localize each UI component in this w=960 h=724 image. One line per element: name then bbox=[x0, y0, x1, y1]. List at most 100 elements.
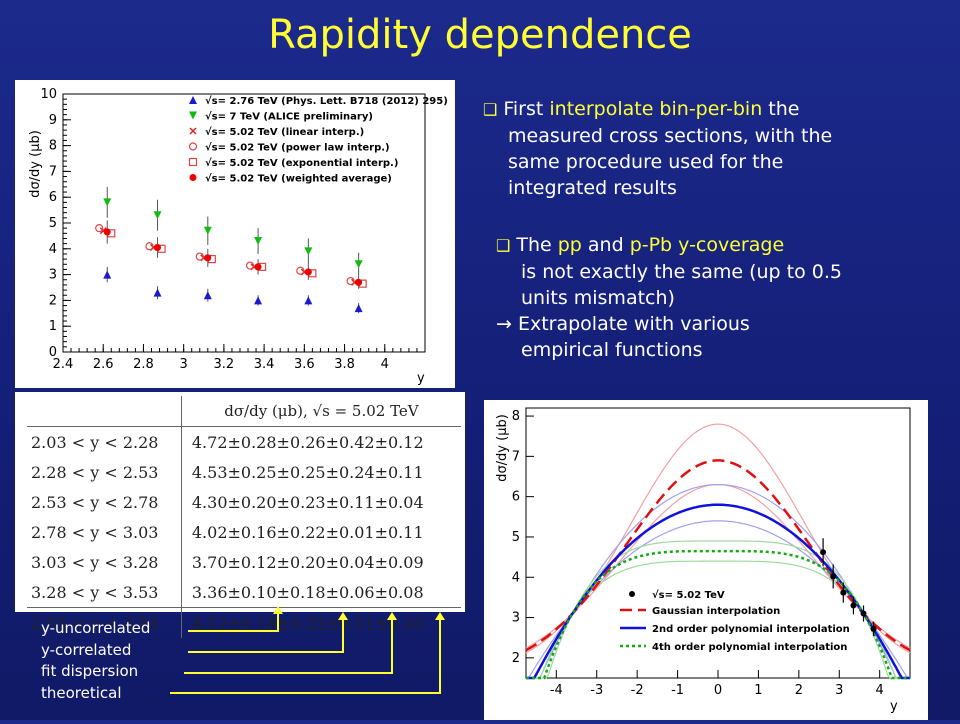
legend-entry: √s= 5.02 TeV (power law interp.) bbox=[205, 142, 390, 154]
y-tick-label: 0 bbox=[49, 345, 57, 360]
filled-circle-marker bbox=[189, 174, 197, 181]
x-tick-label: 0 bbox=[714, 683, 722, 698]
data-point bbox=[860, 610, 867, 617]
y-tick-label: 8 bbox=[512, 409, 520, 424]
bullet1-line3: same procedure used for the bbox=[508, 151, 784, 173]
bullet2-line3: units mismatch) bbox=[521, 287, 675, 309]
x-tick-label: 3 bbox=[835, 683, 843, 698]
triangle-up-marker bbox=[203, 291, 212, 300]
band-curve bbox=[525, 423, 911, 654]
y-axis-label: dσ/dy (μb) bbox=[28, 130, 43, 198]
y-tick-label: 1 bbox=[49, 319, 57, 334]
x-axis-label: y bbox=[417, 371, 425, 386]
triangle-up-marker bbox=[189, 96, 197, 104]
filled-circle-marker bbox=[154, 244, 162, 252]
bullet1-text-post: the bbox=[762, 98, 800, 120]
open-circle-marker bbox=[188, 142, 198, 151]
right-arrow-icon: → bbox=[496, 313, 512, 335]
cross-section-value-cell: 4.02±0.16±0.22±0.01±0.11 bbox=[180, 517, 461, 547]
legend: √s= 2.76 TeV (Phys. Lett. B718 (2012) 29… bbox=[188, 95, 448, 185]
filled-circle-marker bbox=[204, 254, 212, 262]
table-row: 3.28 < y < 3.53 3.36±0.10±0.18±0.06±0.08 bbox=[27, 577, 461, 608]
series-triangle-up bbox=[103, 266, 363, 314]
y-tick-label: 4 bbox=[512, 570, 520, 585]
x-tick-label: 4 bbox=[381, 357, 389, 372]
cross-stroke bbox=[99, 227, 107, 235]
legend-entry: √s= 5.02 TeV (weighted average) bbox=[205, 173, 392, 185]
x-tick-label: 2.4 bbox=[53, 357, 74, 372]
cross-section-table: dσ/dy (μb), √s = 5.02 TeV 2.03 < y < 2.2… bbox=[27, 396, 461, 638]
label-theoretical: theoretical bbox=[41, 683, 122, 702]
series-cross bbox=[99, 227, 359, 286]
x-tick-label: 1 bbox=[754, 683, 762, 698]
x-tick-label: 4 bbox=[876, 683, 884, 698]
x-tick-label: -1 bbox=[671, 683, 684, 698]
extrapolation-chart: -4 -3 -2 -1 0 1 2 3 4 2 3 4 5 6 7 8 y dσ/dy (μb) √s= 5.02 … bbox=[495, 407, 911, 714]
data-point bbox=[870, 625, 877, 632]
rapidity-range-cell: 2.03 < y < 2.28 bbox=[31, 432, 159, 452]
rapidity-range-cell: 2.28 < y < 2.53 bbox=[31, 462, 159, 482]
open-circle-marker bbox=[245, 261, 255, 270]
legend-entry: √s= 7 TeV (ALICE preliminary) bbox=[205, 111, 373, 123]
triangle-down-marker bbox=[354, 260, 363, 269]
cross-section-value-cell: 4.12±0.18±0.23±0.11±0.10 bbox=[180, 607, 461, 638]
rapidity-range-cell: 2.78 < y < 3.03 bbox=[31, 522, 159, 542]
rapidity-range-cell: 3.03 < y < 3.28 bbox=[31, 552, 159, 572]
table-body: 2.03 < y < 2.28 4.72±0.28±0.26±0.42±0.12 2… bbox=[27, 426, 461, 638]
y-tick-label: 6 bbox=[512, 490, 520, 505]
series-filled-circle bbox=[103, 220, 363, 289]
open-circle-marker bbox=[296, 266, 305, 275]
x-tick-label: 3.2 bbox=[214, 357, 235, 372]
y-tick-label: 6 bbox=[49, 190, 57, 205]
rapidity-chart: 2.4 2.6 2.8 3 3.2 3.4 3.6 3.8 4 0 1 2 3 4 5 6 7 8 9 10 y dσ/d… bbox=[28, 87, 448, 386]
cross-stroke bbox=[189, 127, 197, 135]
bullet2-text-pre: The bbox=[516, 234, 558, 256]
y-axis-label: dσ/dy (μb) bbox=[495, 414, 510, 482]
extrapolation-chart-panel: -4 -3 -2 -1 0 1 2 3 4 2 3 4 5 6 7 8 y dσ/dy (μb) √s= 5.02 … bbox=[484, 400, 928, 720]
table-header-empty bbox=[27, 396, 182, 427]
band-curve bbox=[526, 560, 910, 679]
data-point bbox=[830, 573, 837, 580]
data-points bbox=[820, 538, 877, 637]
table-header-formula: dσ/dy (μb), √s = 5.02 TeV bbox=[180, 396, 461, 427]
triangle-up-marker bbox=[103, 270, 112, 279]
bullet2-line5: empirical functions bbox=[521, 339, 703, 361]
data-point bbox=[850, 602, 857, 609]
y-tick-label: 7 bbox=[512, 449, 520, 464]
open-circle-marker bbox=[145, 242, 154, 251]
triangle-down-marker bbox=[304, 247, 313, 256]
plot-frame bbox=[525, 407, 911, 679]
rapidity-range-cell: 2.03 < y < 3.53 bbox=[27, 607, 182, 638]
x-tick-label: 2.6 bbox=[93, 357, 114, 372]
table-row: 3.03 < y < 3.28 3.70±0.12±0.20±0.04±0.09 bbox=[27, 547, 461, 577]
filled-circle-marker bbox=[304, 268, 312, 276]
bullet-interpolation: ❑ First interpolate bin-per-bin the measu… bbox=[483, 96, 953, 201]
rapidity-chart-panel: 2.4 2.6 2.8 3 3.2 3.4 3.6 3.8 4 0 1 2 3 4 5 6 7 8 9 10 y dσ/d… bbox=[15, 80, 455, 388]
y-tick-label: 9 bbox=[49, 113, 57, 128]
filled-circle-marker bbox=[254, 263, 262, 271]
cross-section-table-panel: dσ/dy (μb), √s = 5.02 TeV 2.03 < y < 2.2… bbox=[15, 392, 465, 638]
label-y-correlated: y-correlated bbox=[41, 640, 132, 659]
uncertainty-labels: y-uncorrelated y-correlated fit dispersi… bbox=[41, 618, 150, 704]
series-open-square bbox=[107, 229, 367, 288]
y-tick-label: 2 bbox=[512, 651, 520, 666]
bullet-coverage: ❑ The pp and p-Pb y-coverage is not exact… bbox=[496, 232, 946, 363]
curve-gauss bbox=[525, 459, 911, 652]
legend-entry: √s= 5.02 TeV (linear interp.) bbox=[205, 126, 364, 138]
open-circle-marker bbox=[346, 276, 355, 286]
y-tick-label: 7 bbox=[49, 164, 57, 179]
triangle-up-marker bbox=[304, 296, 313, 305]
legend-entry: Gaussian interpolation bbox=[652, 606, 780, 617]
legend: √s= 5.02 TeV Gaussian interpolation 2nd or… bbox=[620, 589, 850, 653]
triangle-down-marker bbox=[153, 211, 162, 220]
x-tick-label: -4 bbox=[550, 683, 563, 698]
y-tick-label: 2 bbox=[49, 293, 57, 308]
x-axis-label: y bbox=[890, 699, 898, 714]
x-tick-label: 3.8 bbox=[334, 357, 355, 372]
x-tick-label: 2 bbox=[795, 683, 803, 698]
x-tick-label: 2.8 bbox=[133, 357, 154, 372]
triangle-up-marker bbox=[354, 304, 363, 313]
cross-section-value-cell: 4.30±0.20±0.23±0.11±0.04 bbox=[180, 487, 461, 517]
x-tick-label: -2 bbox=[631, 683, 644, 698]
legend-entry: √s= 5.02 TeV bbox=[652, 589, 725, 601]
